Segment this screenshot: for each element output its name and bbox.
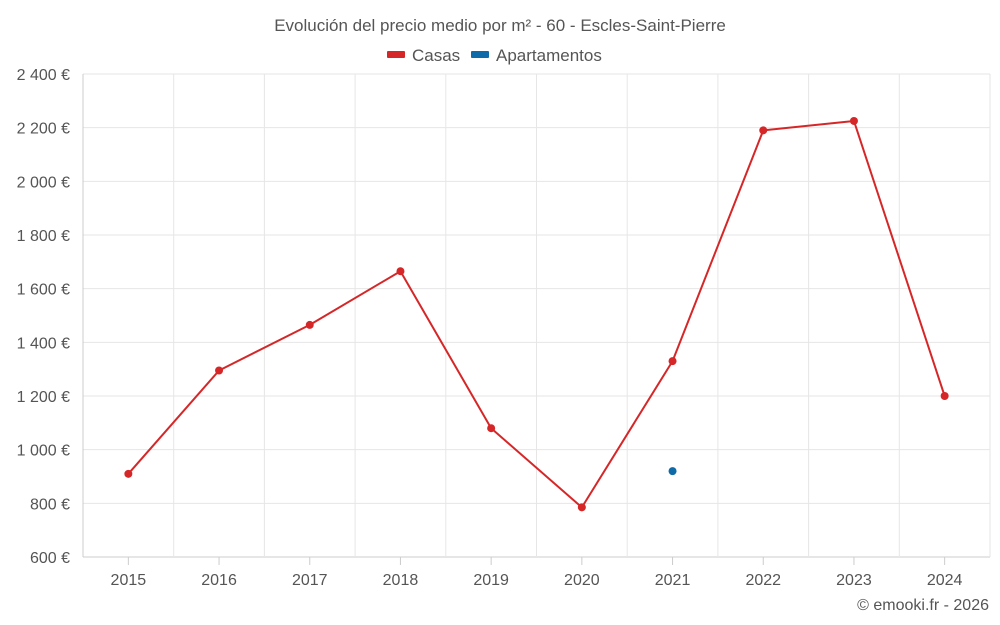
x-tick-label: 2022 — [745, 572, 781, 589]
chart-title: Evolución del precio medio por m² - 60 -… — [274, 16, 726, 35]
data-point-casas[interactable] — [759, 126, 768, 135]
legend-swatch-casas — [387, 51, 405, 58]
series-layer — [124, 116, 949, 512]
x-tick-label: 2015 — [111, 572, 147, 589]
y-tick-label: 1 800 € — [17, 228, 70, 245]
x-tick-label: 2017 — [292, 572, 328, 589]
data-point-apartamentos[interactable] — [668, 467, 677, 476]
data-point-casas[interactable] — [305, 320, 314, 329]
y-tick-label: 2 400 € — [17, 67, 70, 84]
data-point-casas[interactable] — [577, 503, 586, 512]
y-tick-label: 2 000 € — [17, 174, 70, 191]
legend-label-casas[interactable]: Casas — [412, 46, 460, 65]
data-point-casas[interactable] — [215, 366, 224, 375]
legend-swatch-apartamentos — [471, 51, 489, 58]
y-tick-label: 600 € — [30, 550, 70, 567]
y-tick-label: 1 400 € — [17, 335, 70, 352]
data-point-casas[interactable] — [940, 392, 949, 400]
credit-text: © emooki.fr - 2026 — [857, 597, 989, 614]
y-tick-label: 2 200 € — [17, 121, 70, 138]
data-point-casas[interactable] — [487, 424, 496, 433]
data-point-casas[interactable] — [668, 357, 677, 366]
x-tick-label: 2024 — [927, 572, 963, 589]
series-line-casas — [127, 119, 946, 509]
x-tick-label: 2018 — [383, 572, 419, 589]
x-tick-label: 2019 — [473, 572, 509, 589]
y-tick-label: 800 € — [30, 496, 70, 513]
data-point-casas[interactable] — [849, 116, 858, 125]
y-tick-label: 1 200 € — [17, 389, 70, 406]
data-point-casas[interactable] — [124, 469, 133, 478]
y-tick-label: 1 600 € — [17, 282, 70, 299]
x-tick-label: 2016 — [201, 572, 237, 589]
data-point-casas[interactable] — [396, 267, 405, 276]
legend: Casas Apartamentos — [387, 46, 602, 65]
x-axis-labels: 2015 2016 2017 2018 2019 2020 2021 2022 2023 2024 — [111, 557, 963, 589]
x-gridlines — [82, 74, 991, 557]
y-tick-label: 1 000 € — [17, 443, 70, 460]
y-axis-labels: 600 € 800 € 1 000 € 1 200 € 1 400 € 1 600 € 1 … — [17, 67, 70, 567]
x-tick-label: 2020 — [564, 572, 600, 589]
x-tick-label: 2023 — [836, 572, 872, 589]
x-tick-label: 2021 — [655, 572, 691, 589]
legend-label-apartamentos[interactable]: Apartamentos — [496, 46, 602, 65]
